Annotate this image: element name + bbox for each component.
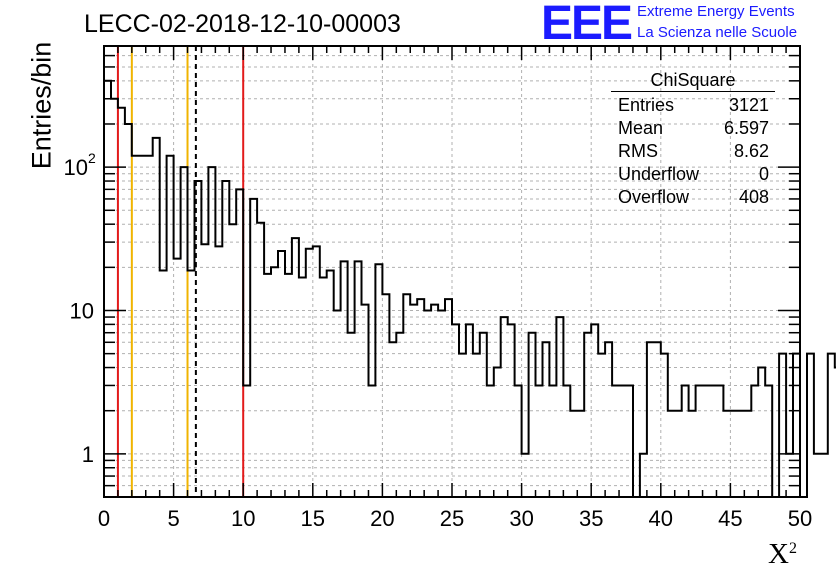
x-tick-label: 35 bbox=[579, 506, 603, 531]
x-tick-label: 45 bbox=[718, 506, 742, 531]
axis-ticks bbox=[103, 46, 801, 497]
logo-line-1: Extreme Energy Events bbox=[637, 3, 795, 20]
stats-row: Mean 6.597 bbox=[611, 117, 775, 140]
histogram-line bbox=[103, 79, 836, 498]
logo-line-2: La Scienza nelle Scuole bbox=[637, 24, 798, 41]
x-tick-label: 40 bbox=[649, 506, 673, 531]
stats-label: Overflow bbox=[618, 187, 690, 207]
stats-box: ChiSquare Entries 3121 Mean 6.597 RMS 8.62 … bbox=[611, 70, 775, 209]
y-tick-label: 10 bbox=[70, 298, 94, 323]
stats-value: 6.597 bbox=[723, 118, 769, 138]
eee-logo: EEE bbox=[541, 0, 633, 50]
x-tick-label: 10 bbox=[231, 506, 255, 531]
x-axis-label: X2 bbox=[768, 538, 797, 571]
y-tick-label: 10 bbox=[64, 155, 88, 180]
x-tick-label: 30 bbox=[509, 506, 533, 531]
grid-lines bbox=[104, 46, 800, 497]
stats-row: Entries 3121 bbox=[611, 94, 775, 117]
x-tick-label: 0 bbox=[98, 506, 110, 531]
chart-title: LECC-02-2018-12-10-00003 bbox=[84, 10, 401, 38]
stats-row: Underflow 0 bbox=[611, 163, 775, 186]
stats-value: 8.62 bbox=[733, 141, 769, 161]
y-tick-label-exp: 2 bbox=[88, 150, 96, 166]
stats-label: Underflow bbox=[618, 164, 700, 184]
stats-row: Overflow 408 bbox=[611, 186, 775, 209]
x-tick-label: 25 bbox=[440, 506, 464, 531]
x-tick-label: 5 bbox=[167, 506, 179, 531]
x-axis-label-base: X bbox=[768, 538, 789, 570]
stats-value: 408 bbox=[738, 187, 769, 207]
stats-label: Mean bbox=[618, 118, 664, 138]
y-tick-label: 1 bbox=[82, 442, 94, 467]
stats-title: ChiSquare bbox=[611, 70, 775, 92]
y-axis-label: Entries/bin bbox=[26, 41, 57, 170]
stats-label: RMS bbox=[618, 141, 658, 161]
stats-label: Entries bbox=[618, 95, 675, 115]
marker-lines bbox=[116, 46, 245, 497]
stats-row: RMS 8.62 bbox=[611, 140, 775, 163]
x-tick-label: 50 bbox=[788, 506, 812, 531]
x-tick-label: 15 bbox=[301, 506, 325, 531]
x-tick-label: 20 bbox=[370, 506, 394, 531]
stats-value: 0 bbox=[758, 164, 769, 184]
x-axis-label-exp: 2 bbox=[788, 540, 797, 557]
stats-value: 3121 bbox=[728, 95, 769, 115]
